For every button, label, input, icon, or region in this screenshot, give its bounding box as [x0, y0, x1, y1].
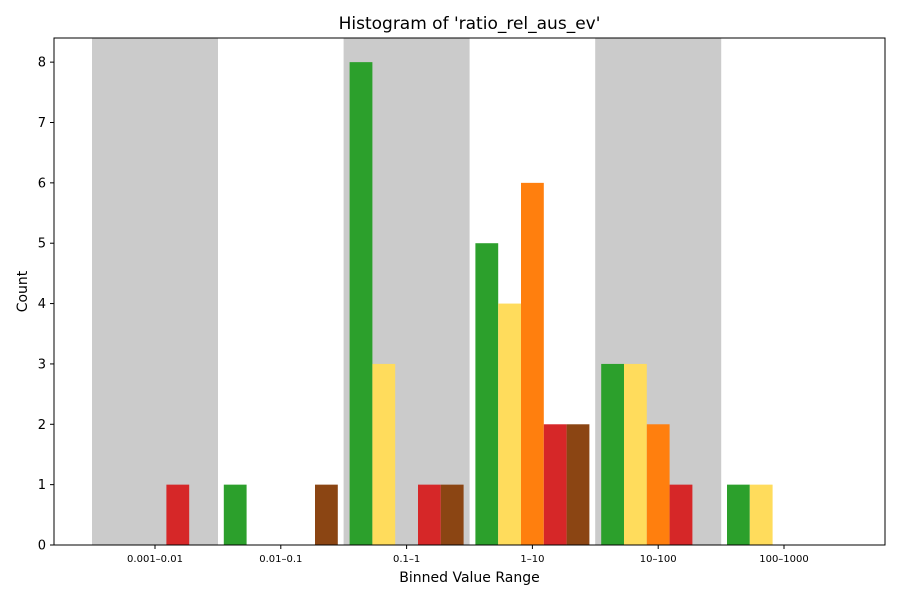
bar-s1-c2: [372, 363, 396, 545]
y-tick-label: 8: [38, 56, 46, 71]
bar-s3-c0: [166, 484, 190, 545]
y-axis-label: Count: [15, 270, 31, 312]
bar-s3-c2: [418, 484, 441, 545]
bar-s1-c4: [624, 363, 647, 545]
bar-s1-c5: [749, 484, 773, 545]
y-tick-label: 3: [38, 357, 46, 372]
shaded-band-0: [92, 38, 218, 545]
bar-s0-c5: [727, 484, 750, 545]
bars: [166, 62, 773, 546]
bar-s0-c3: [475, 243, 499, 545]
y-tick-label: 5: [38, 237, 46, 252]
x-tick-label: 0.001–0.01: [127, 554, 183, 565]
x-tick-label: 100–1000: [759, 554, 809, 565]
y-tick-label: 2: [38, 418, 46, 433]
y-tick-label: 6: [38, 176, 46, 191]
bar-s4-c3: [566, 424, 590, 545]
x-tick-label: 0.1–1: [393, 554, 420, 565]
x-axis: 0.001–0.01 0.01–0.1 0.1–1 1–10 10–100 100–100…: [127, 545, 809, 565]
x-tick-label: 1–10: [520, 554, 544, 565]
bar-s0-c2: [349, 62, 373, 546]
y-tick-label: 1: [38, 478, 46, 493]
y-tick-label: 0: [38, 539, 46, 554]
bar-s0-c1: [223, 484, 247, 545]
y-tick-label: 7: [38, 116, 46, 131]
bar-s4-c1: [315, 484, 338, 545]
bar-s0-c4: [601, 363, 624, 545]
plot-frame: [53, 37, 886, 546]
bar-s3-c3: [543, 424, 567, 545]
y-axis: 0 1 2 3 4 5 6 7 8: [38, 56, 54, 554]
bar-s4-c2: [440, 484, 464, 545]
bar-s3-c4: [669, 484, 693, 545]
x-tick-label: 10–100: [640, 554, 677, 565]
bar-s1-c3: [498, 303, 521, 545]
chart-title: Histogram of 'ratio_rel_aus_ev': [339, 14, 601, 34]
bar-s2-c4: [646, 424, 670, 545]
y-tick-label: 4: [38, 297, 46, 312]
bar-s2-c3: [521, 182, 544, 545]
x-tick-label: 0.01–0.1: [259, 554, 302, 565]
x-axis-label: Binned Value Range: [399, 570, 539, 586]
